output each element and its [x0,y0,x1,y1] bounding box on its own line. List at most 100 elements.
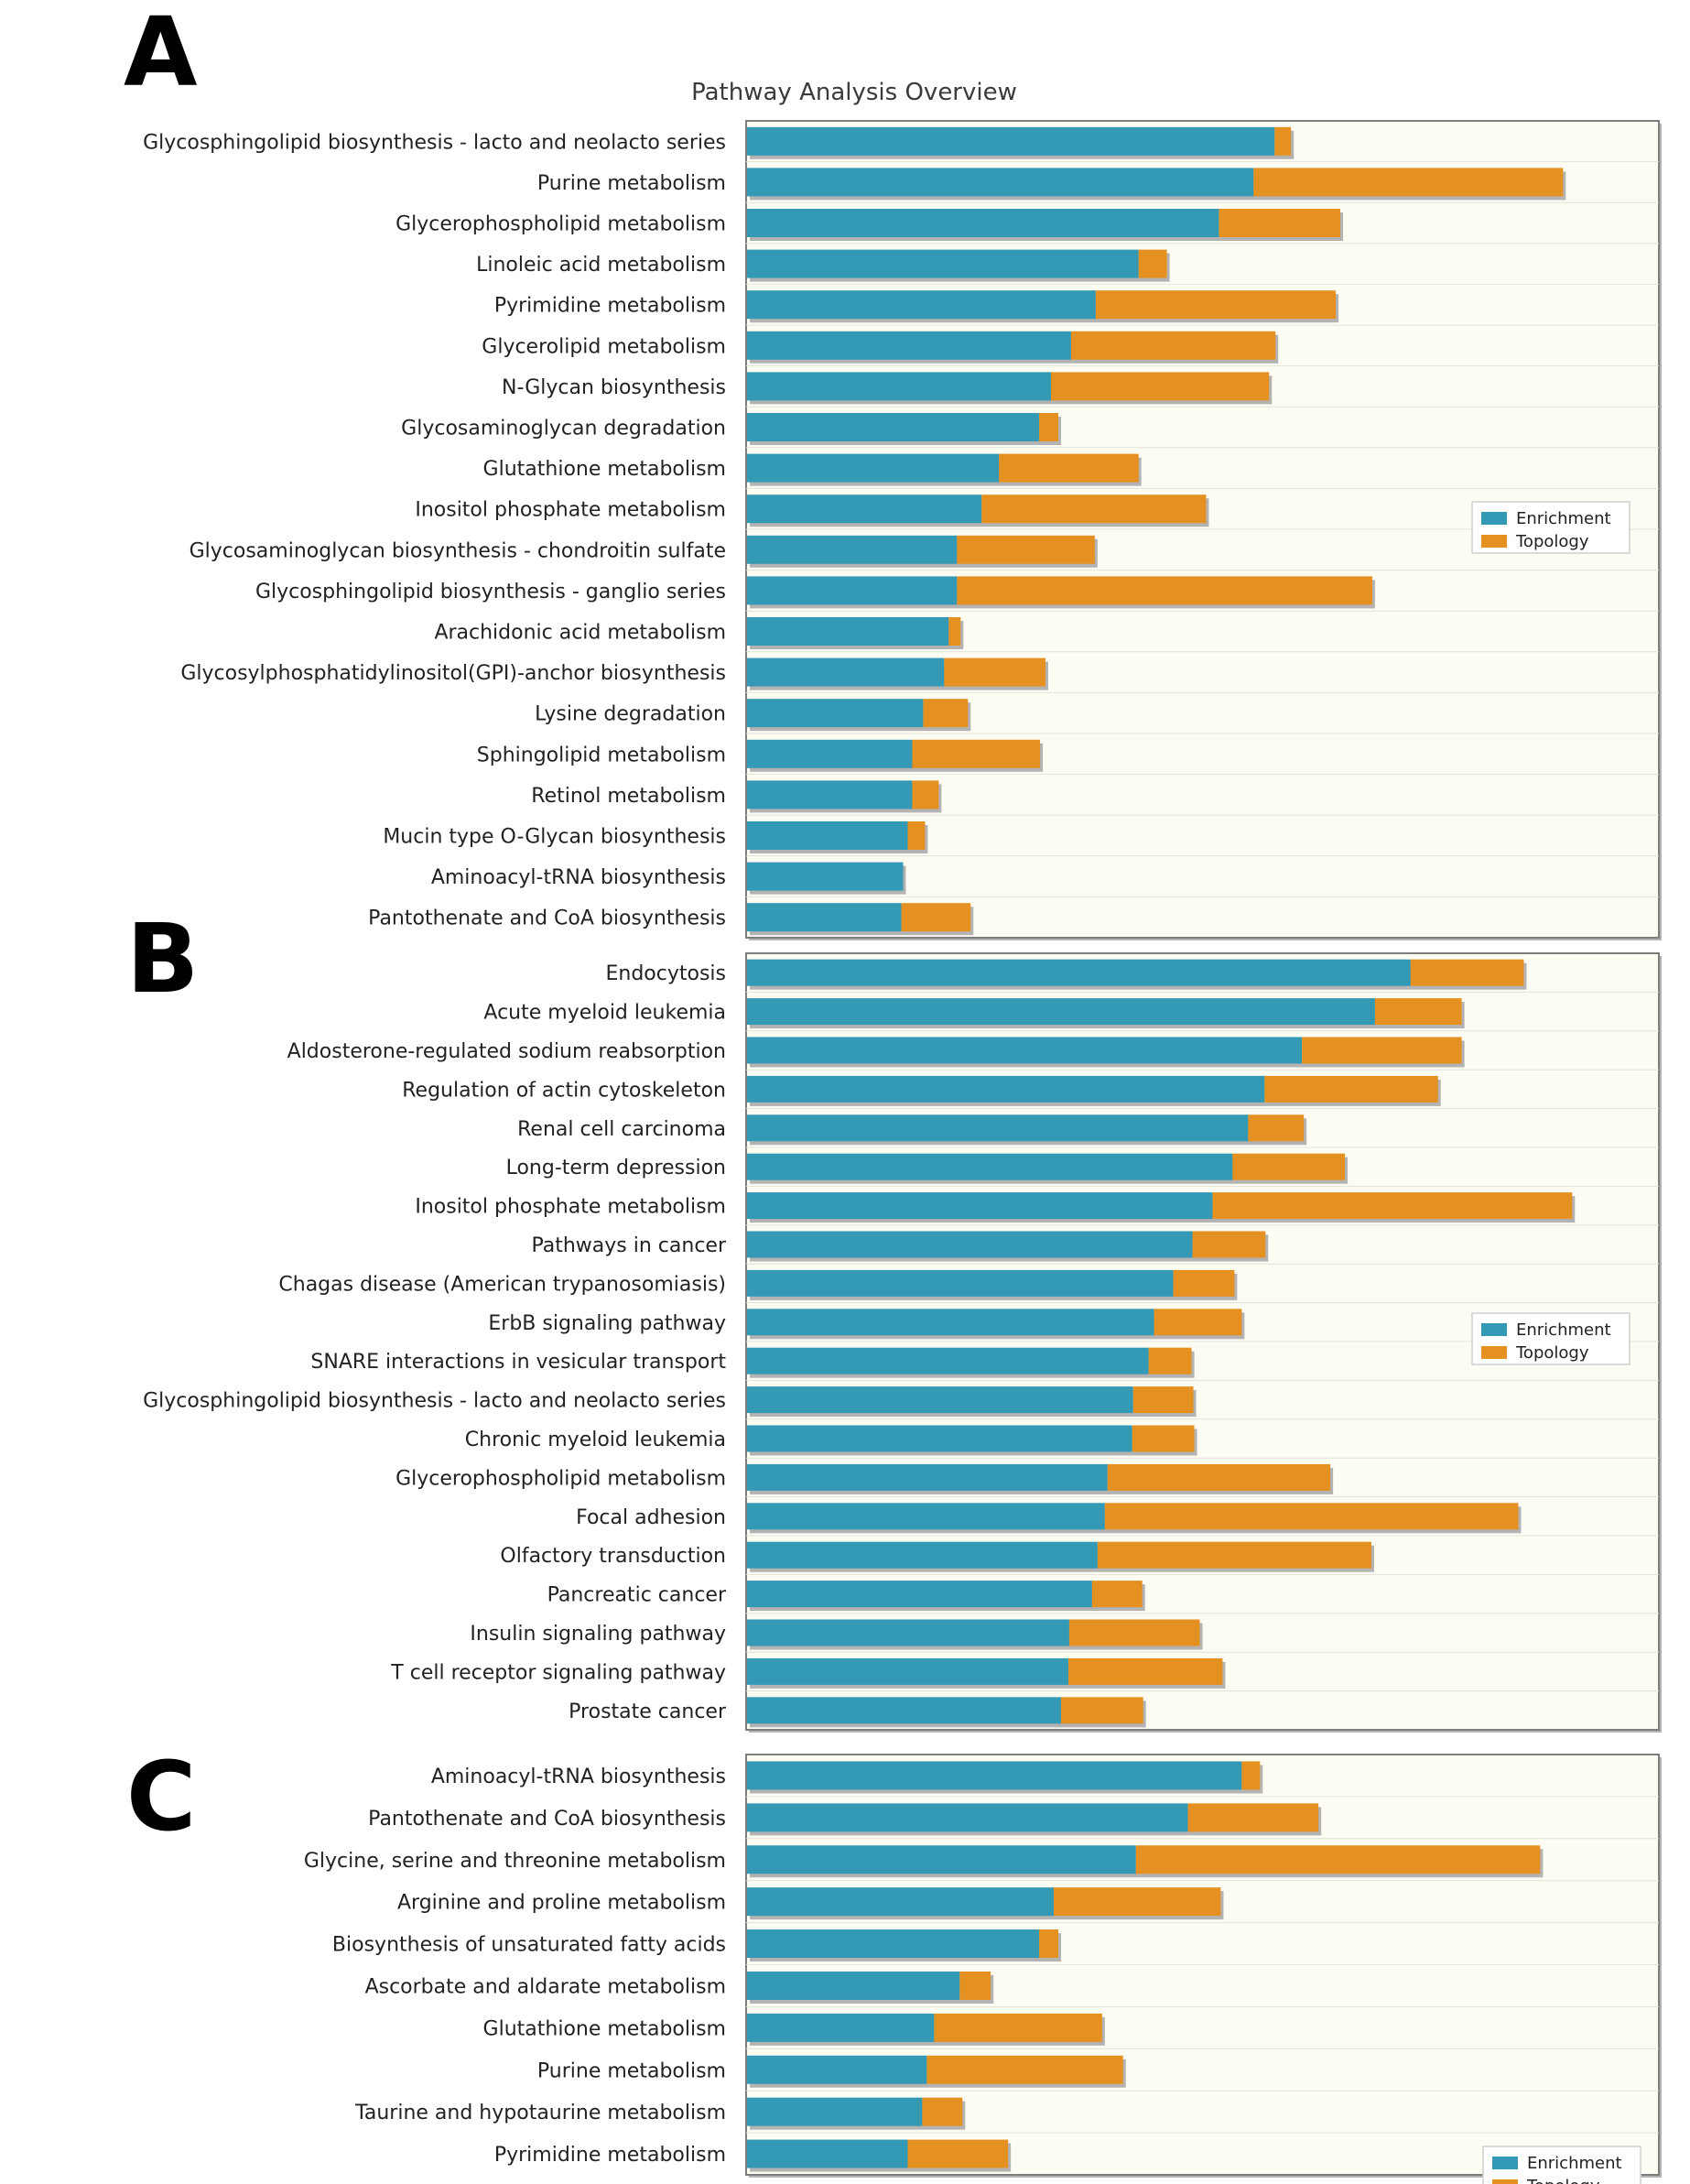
enrichment-bar [747,453,1000,483]
topology-bar [1410,959,1524,986]
topology-bar [959,1971,991,2000]
topology-bar [1039,1929,1058,1959]
topology-bar [999,453,1139,483]
topology-bar [1039,413,1058,441]
legend: Enrichment Topology [1471,501,1630,554]
enrichment-bar [747,2013,935,2042]
topology-bar [981,494,1207,524]
pathway-label: Glycosaminoglycan degradation [401,418,726,440]
topology-bar [944,657,1046,687]
legend-swatch [1481,512,1507,525]
topology-bar [1070,331,1276,360]
enrichment-bar [747,535,958,564]
enrichment-bar [747,1269,1174,1297]
enrichment-bar [747,780,913,809]
enrichment-bar [747,1887,1054,1917]
pathway-label: Prostate cancer [569,1700,727,1723]
enrichment-bar [747,1971,960,2000]
legend: Enrichment Topology [1482,2146,1641,2184]
enrichment-bar [747,739,913,768]
topology-bar [1192,1231,1266,1258]
pathway-label: Arginine and proline metabolism [397,1892,726,1915]
enrichment-bar [747,413,1040,441]
pathway-label: Glycine, serine and threonine metabolism [304,1850,726,1873]
enrichment-bar [747,1037,1303,1064]
enrichment-bar [747,1619,1069,1646]
topology-bar [1095,290,1337,320]
chart-panel-b: Endocytosis Acute myeloid leukemia Aldoste… [143,952,1662,1733]
topology-bar [934,2013,1102,2042]
pathway-label: Pantothenate and CoA biosynthesis [368,1808,726,1831]
enrichment-bar [747,1581,1092,1608]
enrichment-bar [747,1231,1193,1258]
pathway-label: Glutathione metabolism [483,458,726,481]
topology-bar [1241,1761,1261,1790]
enrichment-bar [747,1347,1149,1375]
topology-bar [957,576,1372,605]
pathway-label: Glycosphingolipid biosynthesis - lacto a… [143,1390,726,1413]
topology-bar [1053,1887,1221,1917]
topology-bar [922,2097,963,2126]
enrichment-bar [747,1761,1242,1790]
enrichment-bar [747,1803,1188,1832]
enrichment-bar [747,249,1139,278]
enrichment-bar [747,1192,1213,1220]
enrichment-bar [747,1845,1136,1874]
panel-letter-c: C [126,1741,196,1853]
enrichment-bar [747,2139,908,2168]
pathway-label: Chagas disease (American trypanosomiasis… [278,1273,726,1296]
pathway-label: Sphingolipid metabolism [477,744,726,766]
legend-label: Enrichment [1527,2154,1622,2173]
topology-bar [1187,1803,1319,1832]
pathway-label: Endocytosis [605,962,726,985]
panel-letter-b: B [126,903,199,1015]
topology-bar [1051,372,1270,401]
topology-bar [1264,1075,1438,1103]
pathway-label: Glycerophospholipid metabolism [395,213,726,236]
topology-bar [923,699,969,728]
pathway-label: N-Glycan biosynthesis [502,376,726,399]
pathway-label: Insulin signaling pathway [470,1623,726,1646]
enrichment-bar [747,1309,1154,1336]
enrichment-bar [747,617,949,646]
chart-panel-a: Glycosphingolipid biosynthesis - lacto a… [143,120,1662,940]
enrichment-bar [747,1697,1061,1724]
enrichment-bar [747,657,945,687]
enrichment-bar [747,1541,1098,1569]
topology-bar [901,903,971,932]
pathway-label: Biosynthesis of unsaturated fatty acids [332,1934,726,1957]
legend-label: Topology [1515,1343,1589,1363]
topology-bar [1107,1463,1331,1491]
pathway-label: T cell receptor signaling pathway [390,1661,726,1684]
enrichment-bar [747,2055,927,2084]
topology-bar [912,739,1041,768]
enrichment-bar [747,168,1254,197]
pathway-label: Focal adhesion [576,1506,726,1529]
pathway-label: Ascorbate and aldarate metabolism [365,1975,726,1998]
figure-title: Pathway Analysis Overview [691,79,1017,106]
enrichment-bar [747,372,1052,401]
chart-panels: Glycosphingolipid biosynthesis - lacto a… [143,120,1662,2184]
panel-letter-a: A [124,0,198,108]
pathway-label: Regulation of actin cytoskeleton [402,1079,726,1102]
pathway-label: Inositol phosphate metabolism [415,499,726,522]
legend: Enrichment Topology [1471,1312,1630,1365]
pathway-label: Arachidonic acid metabolism [434,622,726,645]
pathway-label: ErbB signaling pathway [488,1312,726,1335]
pathway-label: Glycosphingolipid biosynthesis - ganglio… [255,581,726,603]
topology-bar [907,821,926,850]
topology-bar [1274,126,1292,156]
topology-bar [1135,1845,1541,1874]
pathway-label: Aminoacyl-tRNA biosynthesis [431,1766,726,1788]
topology-bar [912,780,939,809]
pathway-label: Glycerophospholipid metabolism [395,1467,726,1490]
pathway-label: Acute myeloid leukemia [483,1002,726,1025]
topology-bar [1212,1192,1573,1220]
topology-bar [1132,1386,1194,1414]
topology-bar [1148,1347,1192,1375]
enrichment-bar [747,2097,923,2126]
pathway-label: Taurine and hypotaurine metabolism [354,2102,726,2124]
topology-bar [1154,1309,1242,1336]
